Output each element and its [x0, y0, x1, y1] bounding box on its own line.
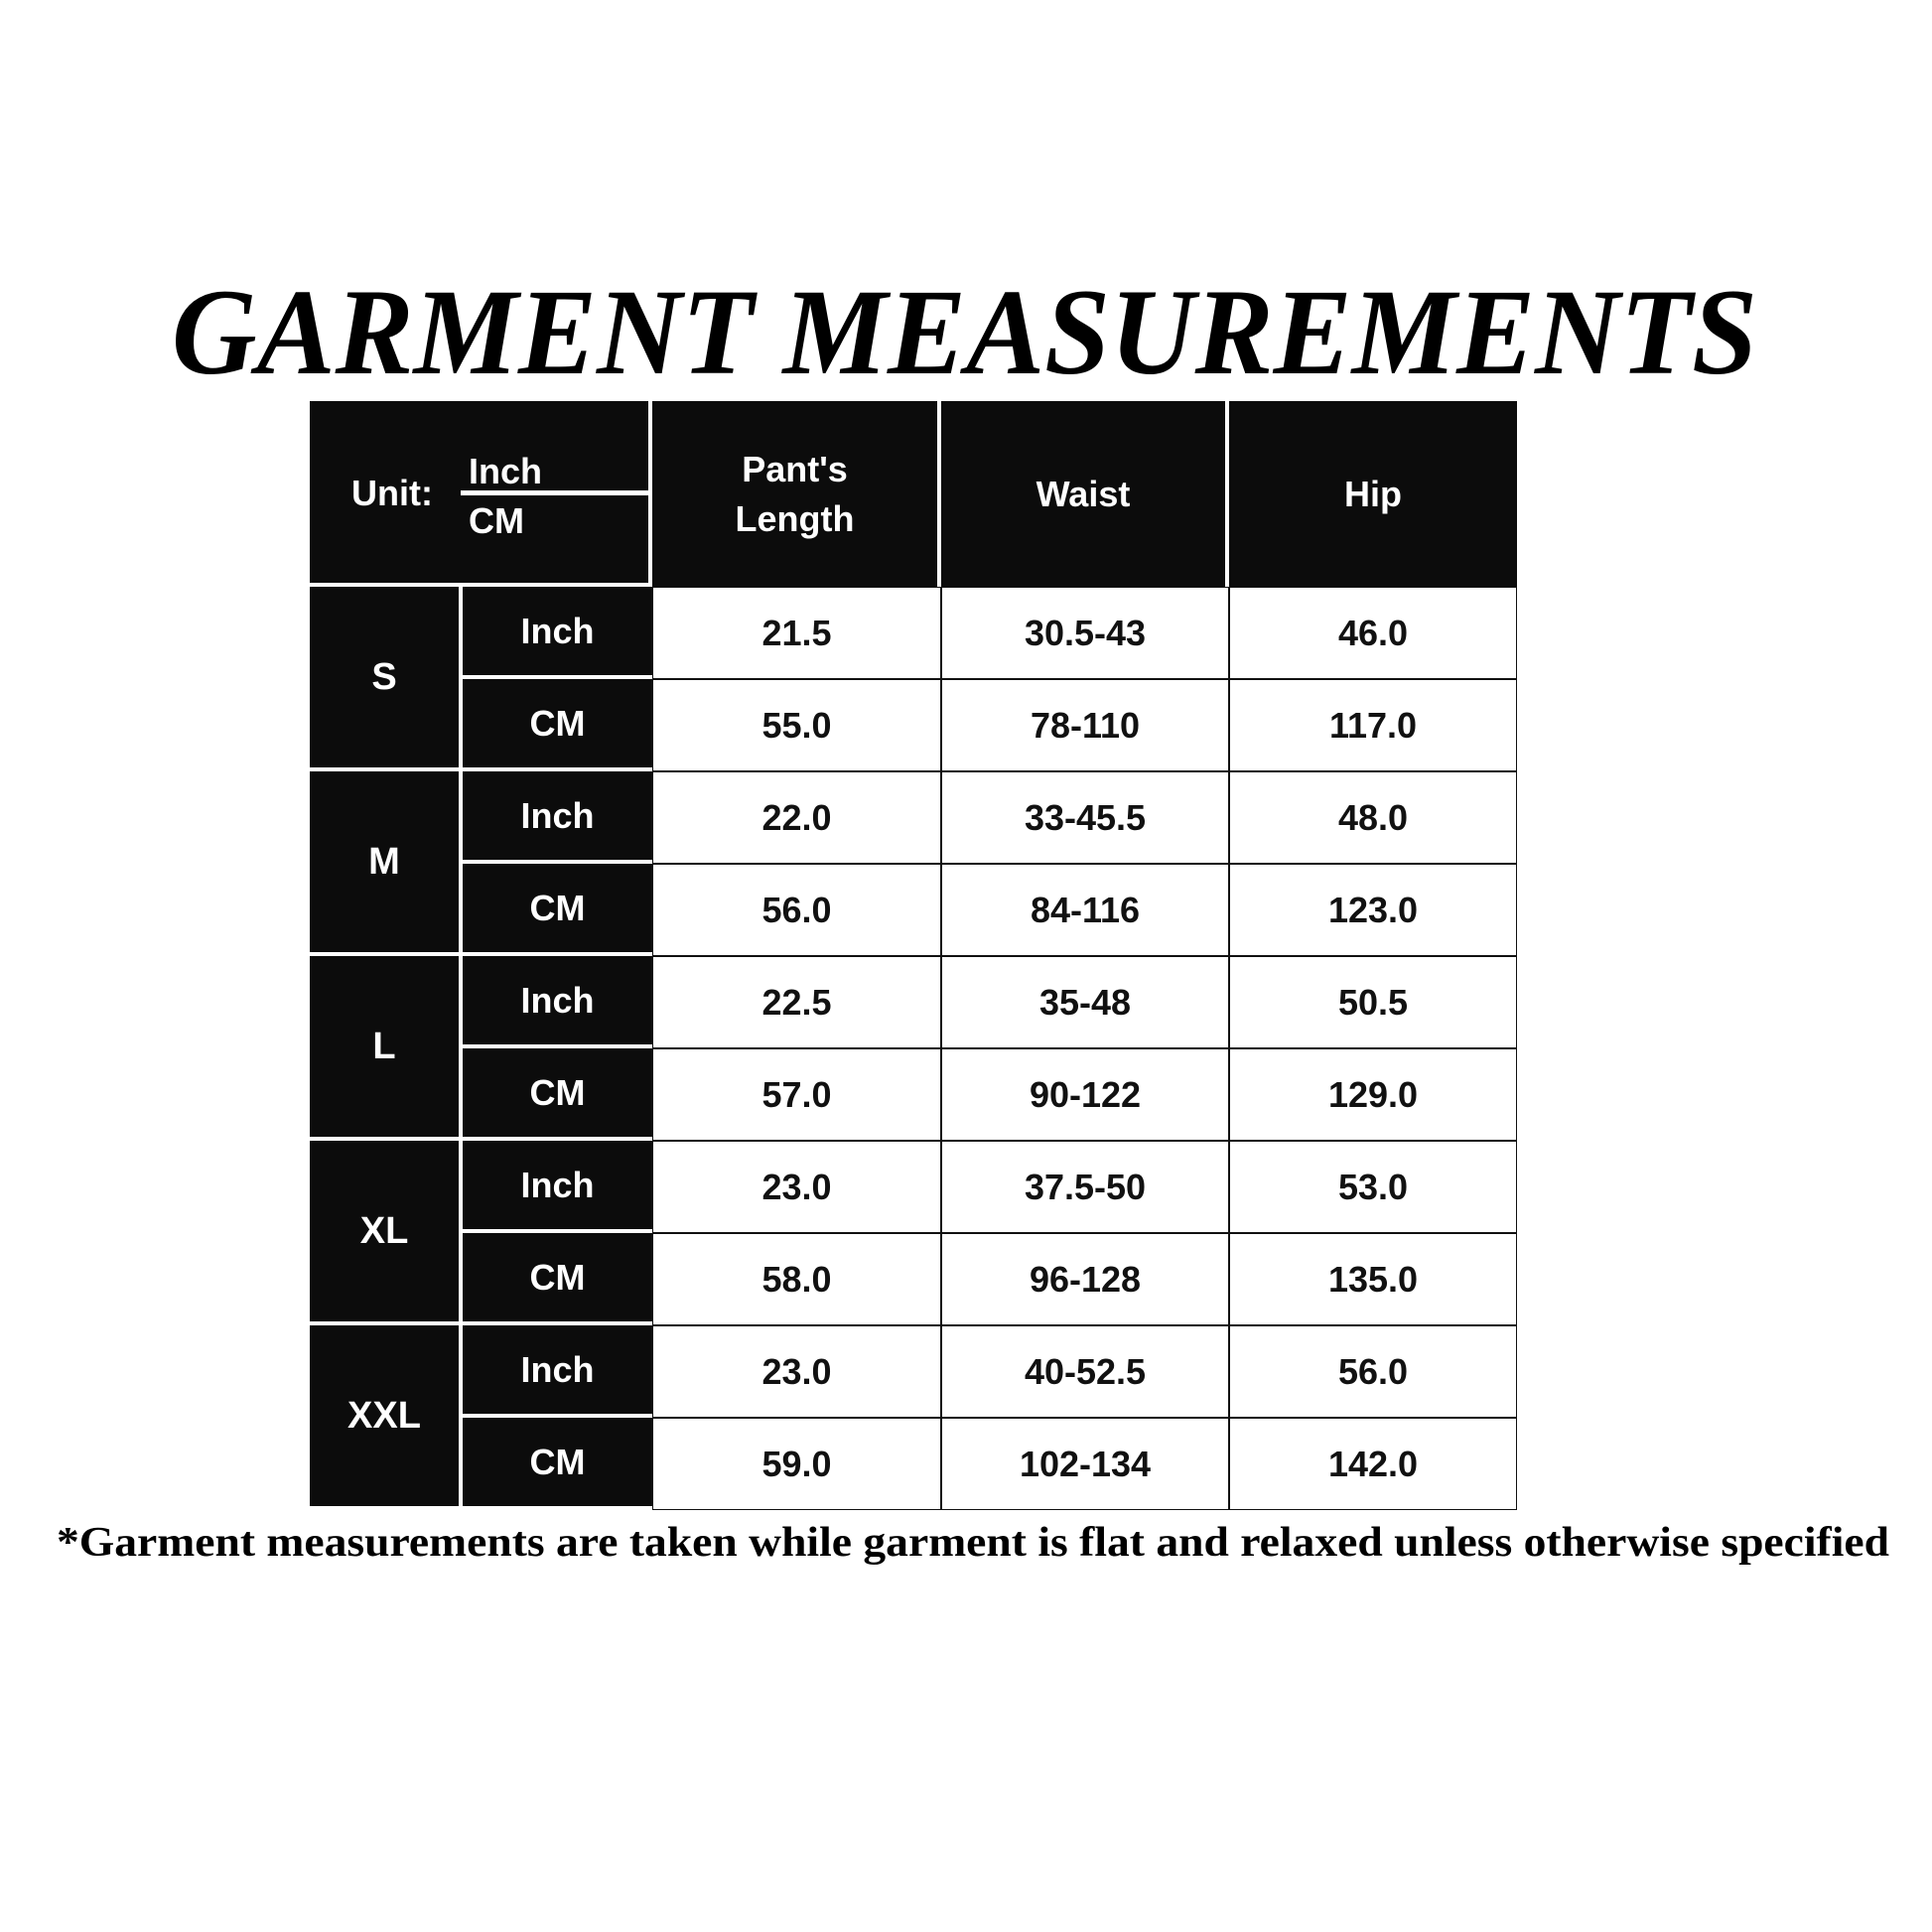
column-header: Hip: [1229, 401, 1517, 587]
length-cell: 56.0: [652, 864, 941, 956]
length-cell: 23.0: [652, 1141, 941, 1233]
length-cell: 55.0: [652, 679, 941, 771]
hip-cell: 53.0: [1229, 1141, 1517, 1233]
unit-divider: [461, 490, 648, 495]
column-header: Pant's Length: [652, 401, 941, 587]
waist-cell: 90-122: [941, 1048, 1229, 1141]
column-header-text: Length: [735, 497, 855, 539]
length-cell: 21.5: [652, 587, 941, 679]
hip-cell: 135.0: [1229, 1233, 1517, 1325]
length-cell: 58.0: [652, 1233, 941, 1325]
hip-cell: 46.0: [1229, 587, 1517, 679]
hip-cell: 117.0: [1229, 679, 1517, 771]
waist-cell: 30.5-43: [941, 587, 1229, 679]
unit-cell: Inch: [463, 956, 652, 1048]
measurement-table: Unit: Inch CM Pant's Length Waist Hip S Inch 2…: [310, 401, 1517, 1510]
hip-cell: 142.0: [1229, 1418, 1517, 1510]
page-title: GARMENT MEASUREMENTS: [172, 268, 1757, 397]
hip-cell: 48.0: [1229, 771, 1517, 864]
footnote-text: *Garment measurements are taken while ga…: [57, 1520, 1889, 1566]
size-label: XXL: [310, 1325, 463, 1510]
unit-label: Unit:: [351, 473, 433, 513]
unit-cell: CM: [463, 679, 652, 771]
size-label: S: [310, 587, 463, 771]
hip-cell: 129.0: [1229, 1048, 1517, 1141]
length-cell: 59.0: [652, 1418, 941, 1510]
column-header-text: Waist: [1035, 473, 1131, 514]
unit-cell: CM: [463, 1048, 652, 1141]
waist-cell: 102-134: [941, 1418, 1229, 1510]
footnote: *Garment measurements are taken while ga…: [57, 1520, 1889, 1566]
unit-cell: CM: [463, 1418, 652, 1510]
waist-cell: 84-116: [941, 864, 1229, 956]
column-header: Waist: [941, 401, 1229, 587]
waist-cell: 96-128: [941, 1233, 1229, 1325]
length-cell: 57.0: [652, 1048, 941, 1141]
column-header-text: Hip: [1344, 473, 1402, 514]
waist-cell: 37.5-50: [941, 1141, 1229, 1233]
title-text: GARMENT MEASUREMENTS: [172, 268, 1757, 397]
length-cell: 22.0: [652, 771, 941, 864]
waist-cell: 35-48: [941, 956, 1229, 1048]
unit-cell: CM: [463, 1233, 652, 1325]
unit-cell: Inch: [463, 1325, 652, 1418]
waist-cell: 78-110: [941, 679, 1229, 771]
hip-cell: 56.0: [1229, 1325, 1517, 1418]
unit-inch-label: Inch: [469, 451, 543, 491]
waist-cell: 40-52.5: [941, 1325, 1229, 1418]
column-header-text: Pant's: [742, 448, 848, 489]
unit-header-cell: Unit: Inch CM: [310, 401, 652, 587]
unit-cell: Inch: [463, 1141, 652, 1233]
unit-cell: Inch: [463, 771, 652, 864]
waist-cell: 33-45.5: [941, 771, 1229, 864]
unit-cell: Inch: [463, 587, 652, 679]
size-label: M: [310, 771, 463, 956]
size-label: L: [310, 956, 463, 1141]
length-cell: 22.5: [652, 956, 941, 1048]
unit-cell: CM: [463, 864, 652, 956]
length-cell: 23.0: [652, 1325, 941, 1418]
hip-cell: 123.0: [1229, 864, 1517, 956]
unit-cm-label: CM: [469, 500, 524, 541]
hip-cell: 50.5: [1229, 956, 1517, 1048]
size-label: XL: [310, 1141, 463, 1325]
